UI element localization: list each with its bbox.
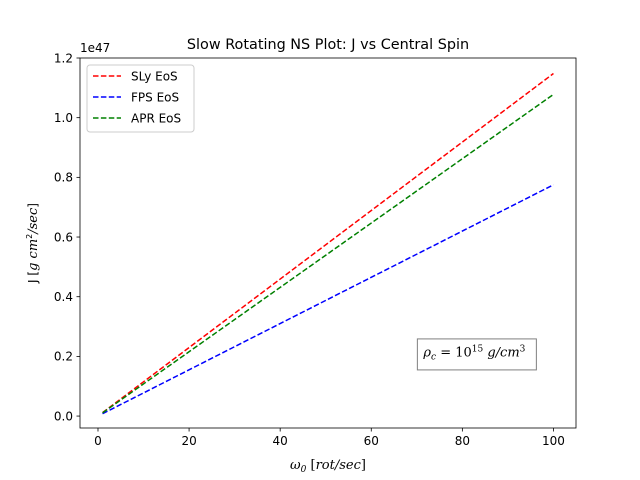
- x-ticks: 0 20 40 60 80 100: [94, 428, 565, 448]
- x-tick-label-1: 20: [181, 434, 196, 448]
- series-line-1: [102, 184, 554, 415]
- annotation-text: ρc = 1015 g/cm3: [422, 344, 525, 362]
- series-line-0: [102, 72, 554, 414]
- x-axis-label-unit: rot/sec: [316, 458, 362, 473]
- annotation-box: [416, 338, 537, 371]
- annotation-eq: = 10: [436, 345, 472, 360]
- annotation-unit: g/cm: [483, 345, 519, 360]
- y-axis-label: J [g cm2/sec]: [25, 203, 41, 284]
- x-axis-label-symbol: ω: [290, 458, 301, 473]
- y-offset-text: 1e47: [80, 41, 110, 55]
- y-axis-label-prefix: J: [26, 279, 40, 284]
- legend: SLy EoS FPS EoS APR EoS: [86, 64, 195, 133]
- y-axis-label-unit-tail: /sec: [26, 207, 41, 236]
- annotation-base: ρ: [422, 345, 431, 360]
- x-tick-label-3: 60: [364, 434, 379, 448]
- y-tick-label-3: 0.6: [54, 230, 73, 244]
- annotation-unit-sup: 3: [520, 344, 526, 354]
- plot-frame: [79, 57, 577, 429]
- series-line-2: [102, 93, 554, 414]
- x-tick-label-0: 0: [94, 434, 102, 448]
- x-axis-label: ω0 [rot/sec]: [290, 458, 366, 475]
- y-tick-label-4: 0.8: [54, 171, 73, 185]
- x-tick-label-2: 40: [273, 434, 288, 448]
- y-tick-label-5: 1.0: [54, 111, 73, 125]
- y-axis-label-unit: g cm: [26, 239, 41, 271]
- chart-title: Slow Rotating NS Plot: J vs Central Spin: [187, 37, 469, 53]
- y-ticks: 0.0 0.2 0.4 0.6 0.8 1.0 1.2: [54, 51, 80, 423]
- y-tick-label-6: 1.2: [54, 51, 73, 65]
- annotation-base-sub: c: [431, 352, 436, 362]
- y-tick-label-0: 0.0: [54, 409, 73, 423]
- legend-label-2: APR EoS: [131, 111, 181, 125]
- legend-label-1: FPS EoS: [131, 90, 179, 104]
- annotation: ρc = 1015 g/cm3: [416, 338, 537, 371]
- legend-frame: [86, 64, 195, 133]
- y-tick-label-1: 0.2: [54, 350, 73, 364]
- x-axis-label-sub: 0: [301, 465, 307, 475]
- x-tick-label-5: 100: [542, 434, 565, 448]
- annotation-exp: 15: [472, 344, 484, 354]
- x-tick-label-4: 80: [455, 434, 470, 448]
- legend-label-0: SLy EoS: [131, 69, 178, 83]
- axes-layer: [79, 57, 577, 429]
- y-axis-label-unit-sup: 2: [25, 234, 34, 239]
- series-layer: [102, 72, 554, 415]
- y-tick-label-2: 0.4: [54, 290, 73, 304]
